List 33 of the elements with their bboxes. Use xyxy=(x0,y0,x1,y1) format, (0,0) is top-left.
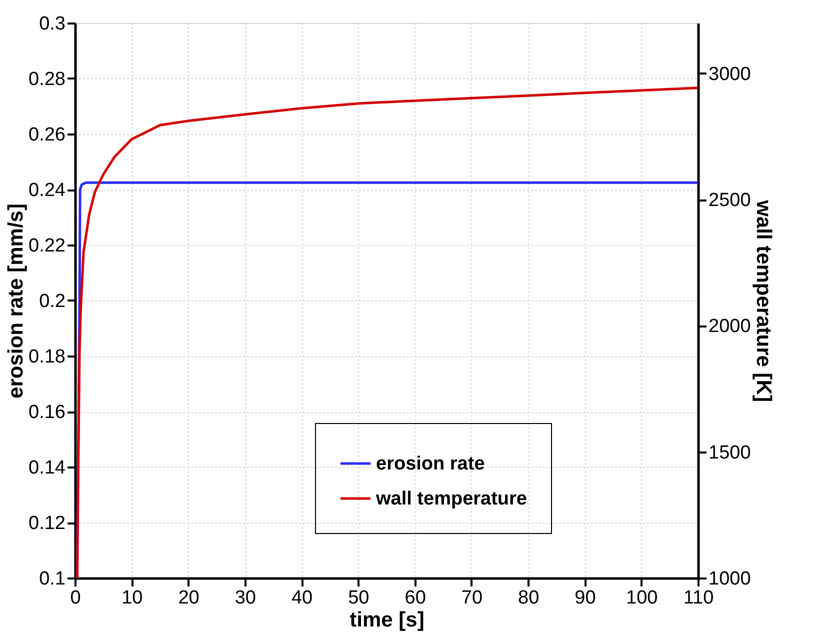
y2-axis-title: wall temperature [K] xyxy=(752,199,775,402)
y-tick-label: 0.26 xyxy=(28,124,66,146)
y-tick-label: 0.3 xyxy=(39,14,66,34)
legend-label: wall temperature xyxy=(375,488,527,510)
y2-tick-label: 1000 xyxy=(708,568,751,590)
x-tick-label: 0 xyxy=(70,588,81,608)
y2-tick-label: 2000 xyxy=(708,316,751,338)
y-tick-label: 0.2 xyxy=(39,291,66,312)
y-axis-title: erosion rate [mm/s] xyxy=(4,204,28,398)
y-tick-label: 0.1 xyxy=(39,568,66,590)
y2-tick-label: 3000 xyxy=(708,64,751,85)
y-tick-label: 0.28 xyxy=(28,69,66,90)
x-tick-label: 80 xyxy=(518,588,540,608)
y-tick-label: 0.16 xyxy=(28,402,66,423)
x-tick-label: 30 xyxy=(234,588,256,608)
x-tick-label: 50 xyxy=(348,588,370,608)
y2-tick-label: 2500 xyxy=(708,190,751,212)
x-tick-label: 20 xyxy=(178,588,200,608)
x-tick-label: 100 xyxy=(626,588,658,608)
x-tick-label: 60 xyxy=(404,588,426,608)
y-tick-label: 0.24 xyxy=(28,180,66,201)
x-tick-label: 90 xyxy=(574,588,596,608)
y-tick-label: 0.22 xyxy=(28,236,66,256)
legend-label: erosion rate xyxy=(376,454,485,474)
y-tick-label: 0.14 xyxy=(28,458,66,478)
y2-tick-label: 1500 xyxy=(708,442,751,464)
y-tick-label: 0.18 xyxy=(28,346,66,368)
x-tick-label: 10 xyxy=(122,588,143,608)
x-tick-label: 70 xyxy=(461,588,483,608)
y-tick-label: 0.12 xyxy=(28,513,66,534)
x-tick-label: 40 xyxy=(291,588,313,608)
x-axis-title: time [s] xyxy=(350,608,424,632)
x-tick-label: 110 xyxy=(683,588,714,608)
